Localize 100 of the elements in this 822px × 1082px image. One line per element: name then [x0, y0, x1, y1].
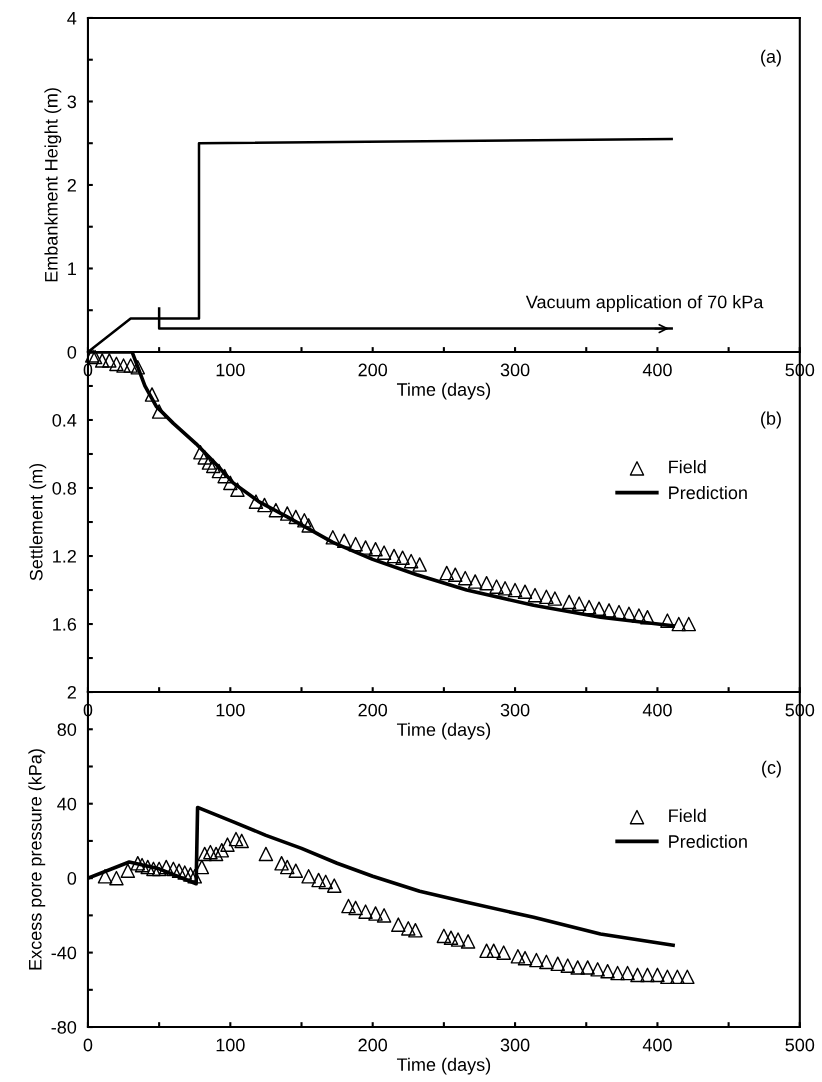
point — [257, 497, 272, 513]
point — [403, 553, 419, 569]
point — [457, 570, 473, 586]
point — [94, 353, 110, 368]
y-tick-label: 1.2 — [53, 549, 76, 563]
point — [230, 482, 245, 497]
point — [205, 458, 221, 474]
legend-label: Prediction — [669, 485, 747, 500]
y-axis-title: Settlement (m) — [29, 463, 47, 581]
point — [325, 530, 341, 545]
point — [123, 358, 138, 373]
point — [439, 565, 455, 581]
point — [130, 359, 146, 375]
y-tick-label: 0.8 — [52, 481, 77, 495]
y-axis-title: Embankment Height (m) — [44, 88, 62, 282]
point — [467, 574, 483, 589]
x-tick-label: 400 — [642, 363, 672, 377]
x-tick-label: 100 — [216, 703, 245, 717]
point — [671, 616, 687, 632]
point — [547, 591, 563, 606]
point — [591, 601, 607, 617]
point — [611, 604, 627, 620]
legend-label: Field — [669, 460, 706, 474]
point — [561, 594, 577, 610]
y-tick-label: 1.6 — [53, 617, 77, 631]
point — [268, 502, 284, 518]
x-axis-title: Time (days) — [396, 722, 491, 740]
x-axis-title: Time (days) — [396, 382, 491, 400]
point — [631, 608, 647, 623]
point — [144, 387, 160, 402]
y-tick-label: 4 — [67, 12, 77, 25]
y-tick-label: 2 — [67, 178, 76, 192]
point — [348, 536, 363, 552]
x-tick-label: 300 — [500, 703, 530, 717]
y-tick-label: 3 — [67, 95, 77, 109]
annotation: (a) — [761, 49, 781, 67]
point — [447, 567, 463, 583]
y-tick-label: 80 — [57, 723, 77, 736]
point — [211, 463, 227, 479]
point — [527, 587, 543, 603]
point — [301, 518, 316, 533]
point — [681, 616, 697, 632]
y-tick-label: -80 — [51, 1020, 77, 1034]
point — [660, 613, 675, 628]
y-tick-label: 0 — [67, 872, 77, 885]
annotation: (c) — [762, 760, 781, 778]
y-tick-label: 0.4 — [52, 413, 77, 427]
point — [497, 581, 513, 596]
x-tick-label: 500 — [785, 1038, 815, 1052]
point — [539, 589, 554, 605]
point — [571, 596, 587, 611]
point — [297, 513, 312, 528]
point — [336, 533, 352, 548]
point — [201, 455, 217, 470]
x-tick-label: 300 — [500, 363, 530, 377]
annotation: Vacuum application of 70 kPa — [525, 295, 764, 312]
x-tick-label: 400 — [642, 703, 672, 717]
x-tick-label: 200 — [358, 363, 388, 377]
point — [151, 404, 167, 419]
point — [412, 557, 427, 572]
y-tick-label: 2 — [67, 685, 76, 699]
x-axis-title: Time (days) — [396, 1057, 491, 1075]
point — [358, 540, 373, 555]
y-axis-title: Excess pore pressure (kPa) — [28, 749, 46, 970]
annotation: (b) — [761, 411, 781, 429]
x-tick-label: 0 — [83, 1038, 93, 1052]
point — [193, 445, 208, 460]
point — [507, 582, 523, 598]
point — [368, 541, 383, 557]
point — [621, 606, 637, 622]
point — [102, 353, 117, 368]
point — [601, 603, 617, 618]
x-tick-label: 200 — [358, 1038, 388, 1052]
legend-label: Prediction — [669, 834, 747, 848]
y-tick-label: 40 — [57, 797, 77, 811]
point — [197, 450, 212, 465]
y-tick-label: 0 — [67, 345, 77, 359]
point — [116, 358, 131, 373]
point — [217, 468, 232, 484]
x-tick-label: 200 — [358, 703, 388, 717]
point — [376, 545, 392, 560]
point — [395, 550, 410, 566]
y-tick-label: -40 — [51, 946, 77, 960]
point — [109, 356, 124, 372]
point — [517, 584, 533, 600]
point — [279, 506, 295, 521]
point — [223, 475, 238, 491]
legend-label: Field — [669, 808, 706, 823]
x-tick-label: 400 — [642, 1038, 672, 1052]
point — [640, 609, 655, 625]
y-tick-label: 1 — [68, 262, 76, 276]
point — [386, 548, 402, 564]
point — [479, 575, 494, 591]
point — [288, 509, 304, 525]
x-tick-label: 100 — [216, 1038, 245, 1052]
point — [489, 579, 504, 594]
point — [248, 494, 264, 509]
point — [581, 599, 597, 615]
x-tick-label: 100 — [216, 363, 245, 377]
x-tick-label: 300 — [500, 1038, 530, 1052]
